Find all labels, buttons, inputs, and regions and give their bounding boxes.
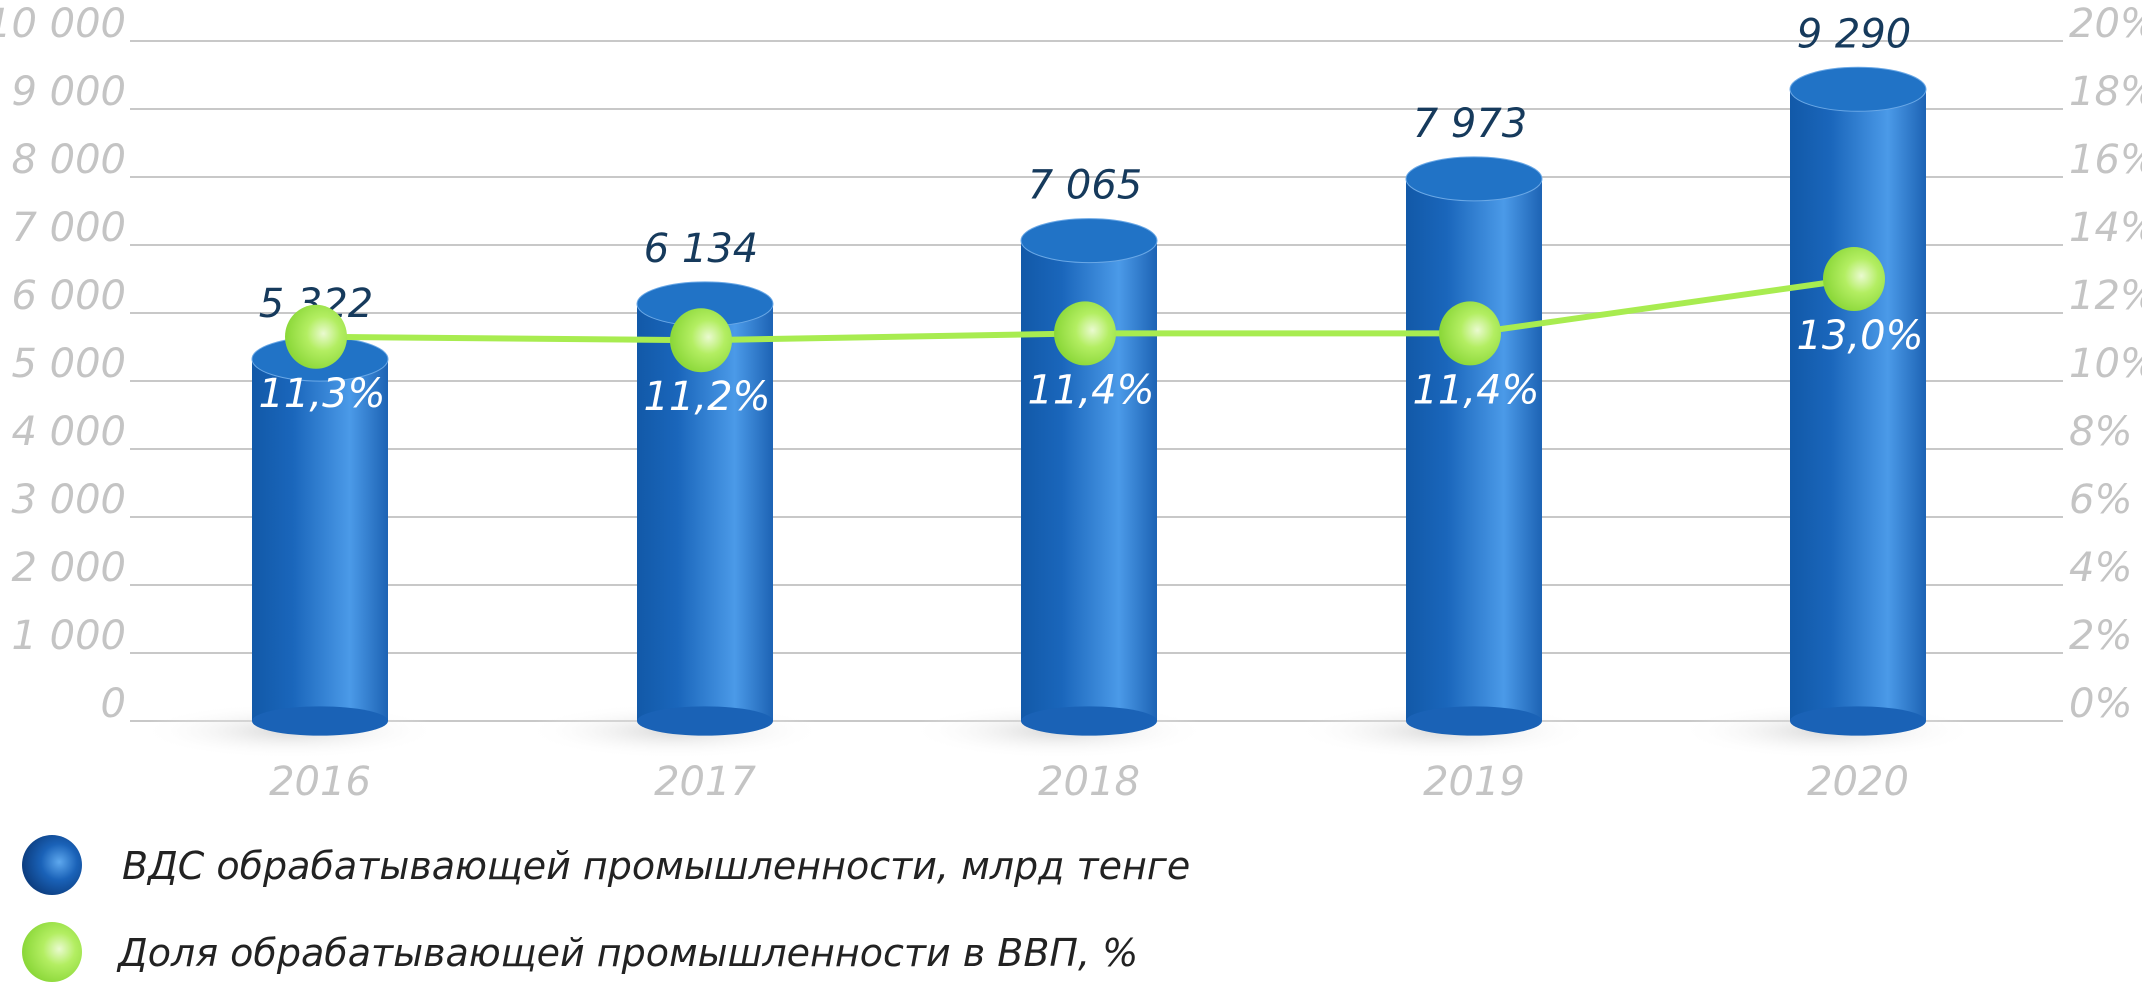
- bar-value-label: 7 973: [1413, 101, 1528, 147]
- x-tick-label: 2016: [269, 759, 371, 805]
- bar-value-label: 7 065: [1028, 163, 1143, 209]
- right-tick-label: 10%: [2069, 341, 2142, 387]
- right-tick-label: 6%: [2069, 477, 2132, 523]
- right-tick-label: 8%: [2069, 409, 2132, 455]
- left-tick-label: 9 000: [11, 69, 126, 115]
- percent-label: 13,0%: [1796, 313, 1923, 359]
- left-tick-label: 7 000: [11, 205, 126, 251]
- right-tick-label: 2%: [2069, 613, 2132, 659]
- percent-label: 11,3%: [258, 371, 385, 417]
- percent-label: 11,4%: [1412, 367, 1539, 413]
- percent-point: [670, 308, 732, 373]
- percent-label: 11,4%: [1027, 367, 1154, 413]
- left-tick-label: 3 000: [11, 477, 126, 523]
- right-tick-label: 16%: [2069, 137, 2142, 183]
- bar: [1406, 178, 1542, 721]
- right-tick-label: 0%: [2069, 681, 2132, 727]
- percent-point: [285, 304, 347, 369]
- left-tick-label: 6 000: [11, 273, 126, 319]
- percent-point: [1823, 247, 1885, 311]
- bar-value-label: 9 290: [1797, 11, 1912, 57]
- right-tick-label: 4%: [2069, 545, 2132, 591]
- bar-base: [637, 706, 773, 736]
- right-tick-label: 20%: [2069, 1, 2142, 47]
- bar: [252, 359, 388, 721]
- bar-base: [252, 706, 388, 736]
- bar-base: [1021, 706, 1157, 736]
- legend-label-line: Доля обрабатывающей промышленности в ВВП…: [116, 931, 1138, 975]
- left-tick-label: 0: [101, 681, 126, 727]
- x-tick-label: 2017: [654, 759, 756, 805]
- x-tick-label: 2020: [1807, 759, 1909, 805]
- percent-label: 11,2%: [643, 374, 770, 420]
- left-tick-label: 5 000: [11, 341, 126, 387]
- bar-top: [1020, 218, 1158, 264]
- x-tick-label: 2018: [1038, 759, 1140, 805]
- right-tick-label: 18%: [2069, 69, 2142, 115]
- left-tick-label: 4 000: [11, 409, 126, 455]
- bar: [1790, 89, 1926, 721]
- bar-top: [1789, 66, 1927, 112]
- legend-label-bar: ВДС обрабатывающей промышленности, млрд …: [122, 844, 1190, 888]
- legend-marker-line: [22, 922, 82, 982]
- left-tick-label: 10 000: [0, 1, 126, 47]
- bar: [637, 303, 773, 721]
- percent-point: [1439, 301, 1501, 366]
- x-tick-label: 2019: [1423, 759, 1525, 805]
- left-tick-label: 2 000: [11, 545, 126, 591]
- percent-point: [1054, 301, 1116, 366]
- right-tick-label: 12%: [2069, 273, 2142, 319]
- left-tick-label: 1 000: [11, 613, 126, 659]
- left-tick-label: 8 000: [11, 137, 126, 183]
- bar-top: [1405, 156, 1543, 202]
- legend-marker-bar: [22, 835, 82, 895]
- right-tick-label: 14%: [2069, 205, 2142, 251]
- bar-base: [1790, 706, 1926, 736]
- bar-base: [1406, 706, 1542, 736]
- bar-value-label: 6 134: [644, 226, 759, 272]
